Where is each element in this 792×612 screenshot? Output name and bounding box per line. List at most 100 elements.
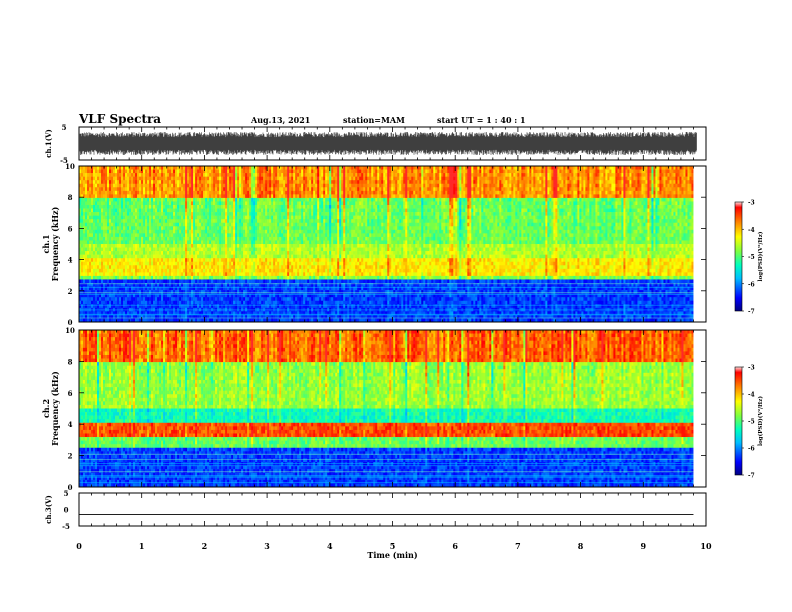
spectrogram-cell xyxy=(99,297,101,301)
spectrogram-cell xyxy=(93,201,95,205)
spectrogram-cell xyxy=(95,187,97,191)
spectrogram-cell xyxy=(111,301,113,305)
spectrogram-cell xyxy=(99,272,101,276)
spectrogram-cell xyxy=(99,180,101,184)
spectrogram-cell xyxy=(101,187,103,191)
spectrogram-cell xyxy=(95,212,97,216)
spectrogram-cell xyxy=(81,201,83,205)
spectrogram-cell xyxy=(99,209,101,213)
spectrogram-cell xyxy=(83,198,85,202)
spectrogram-cell xyxy=(115,279,117,283)
spectrogram-cell xyxy=(121,262,123,266)
spectrogram-cell xyxy=(117,237,119,241)
ch1-trace xyxy=(80,132,697,155)
spectrogram-cell xyxy=(119,201,121,205)
spectrogram-cell xyxy=(103,255,105,259)
spectrogram-cell xyxy=(111,205,113,209)
spectrogram-cell xyxy=(121,201,123,205)
spectrogram-cell xyxy=(107,191,109,195)
spectrogram-cell xyxy=(121,297,123,301)
spectrogram-cell xyxy=(113,301,115,305)
spectrogram-cell xyxy=(95,297,97,301)
spectrogram-cell xyxy=(117,297,119,301)
spectrogram-cell xyxy=(101,194,103,198)
spectrogram-cell xyxy=(107,287,109,291)
spectrogram-cell xyxy=(87,251,89,255)
spectrogram-cell xyxy=(117,287,119,291)
spectrogram-cell xyxy=(117,209,119,213)
spectrogram-cell xyxy=(103,205,105,209)
spectrogram-cell xyxy=(83,262,85,266)
spectrogram-cell xyxy=(85,216,87,220)
spectrogram-cell xyxy=(87,216,89,220)
spectrogram-cell xyxy=(81,230,83,234)
spectrogram-cell xyxy=(107,226,109,230)
spectrogram-cell xyxy=(119,223,121,227)
spectrogram-cell xyxy=(97,290,99,294)
spectrogram-cell xyxy=(81,166,83,170)
spectrogram-cell xyxy=(89,194,91,198)
spectrogram-cell xyxy=(115,251,117,255)
spectrogram-cell xyxy=(109,177,111,181)
spectrogram-cell xyxy=(99,240,101,244)
spectrogram-cell xyxy=(119,170,121,174)
spectrogram-cell xyxy=(123,248,125,252)
spectrogram-cell xyxy=(85,219,87,223)
spectrogram-cell xyxy=(109,244,111,248)
spectrogram-cell xyxy=(121,184,123,188)
spectrogram-cell xyxy=(117,198,119,202)
spectrogram-cell xyxy=(121,187,123,191)
spectrogram-cell xyxy=(105,248,107,252)
spectrogram-cell xyxy=(105,294,107,298)
spectrogram-cell xyxy=(81,216,83,220)
spectrogram-cell xyxy=(111,294,113,298)
spectrogram-cell xyxy=(103,276,105,280)
spectrogram-cell xyxy=(85,201,87,205)
spectrogram-cell xyxy=(93,233,95,237)
spectrogram-cell xyxy=(123,205,125,209)
spectrogram-cell xyxy=(117,233,119,237)
spectrogram-cell xyxy=(95,184,97,188)
spectrogram-cell xyxy=(105,269,107,273)
spectrogram-cell xyxy=(91,205,93,209)
spectrogram-cell xyxy=(85,262,87,266)
spectrogram-cell xyxy=(103,269,105,273)
spectrogram-cell xyxy=(117,191,119,195)
spectrogram-cell xyxy=(95,201,97,205)
spectrogram-cell xyxy=(99,251,101,255)
spectrogram-cell xyxy=(101,198,103,202)
spectrogram-cell xyxy=(103,194,105,198)
spectrogram-cell xyxy=(111,279,113,283)
spectrogram-cell xyxy=(117,258,119,262)
spectrogram-cell xyxy=(85,230,87,234)
spectrogram-cell xyxy=(103,177,105,181)
spectrogram-cell xyxy=(125,194,127,198)
spectrogram-cell xyxy=(101,311,103,315)
spectrogram-cell xyxy=(113,255,115,259)
spectrogram-cell xyxy=(81,244,83,248)
spectrogram-cell xyxy=(93,209,95,213)
spectrogram-cell xyxy=(103,251,105,255)
spectrogram-cell xyxy=(83,304,85,308)
spectrogram-cell xyxy=(105,226,107,230)
spectrogram-cell xyxy=(125,251,127,255)
spectrogram-cell xyxy=(93,248,95,252)
spectrogram-cell xyxy=(125,212,127,216)
spectrogram-cell xyxy=(81,212,83,216)
spectrogram-cell xyxy=(123,216,125,220)
spectrogram-cell xyxy=(101,180,103,184)
spectrogram-cell xyxy=(99,244,101,248)
spectrogram-cell xyxy=(115,219,117,223)
spectrogram-cell xyxy=(99,219,101,223)
spectrogram-cell xyxy=(105,237,107,241)
spectrogram-cell xyxy=(99,301,101,305)
spectrogram-cell xyxy=(101,262,103,266)
spectrogram-cell xyxy=(97,244,99,248)
spectrogram-cell xyxy=(91,304,93,308)
spectrogram-cell xyxy=(105,212,107,216)
spectrogram-cell xyxy=(117,173,119,177)
spectrogram-cell xyxy=(107,177,109,181)
spectrogram-cell xyxy=(115,209,117,213)
spectrogram-cell xyxy=(89,272,91,276)
spectrogram-cell xyxy=(119,258,121,262)
